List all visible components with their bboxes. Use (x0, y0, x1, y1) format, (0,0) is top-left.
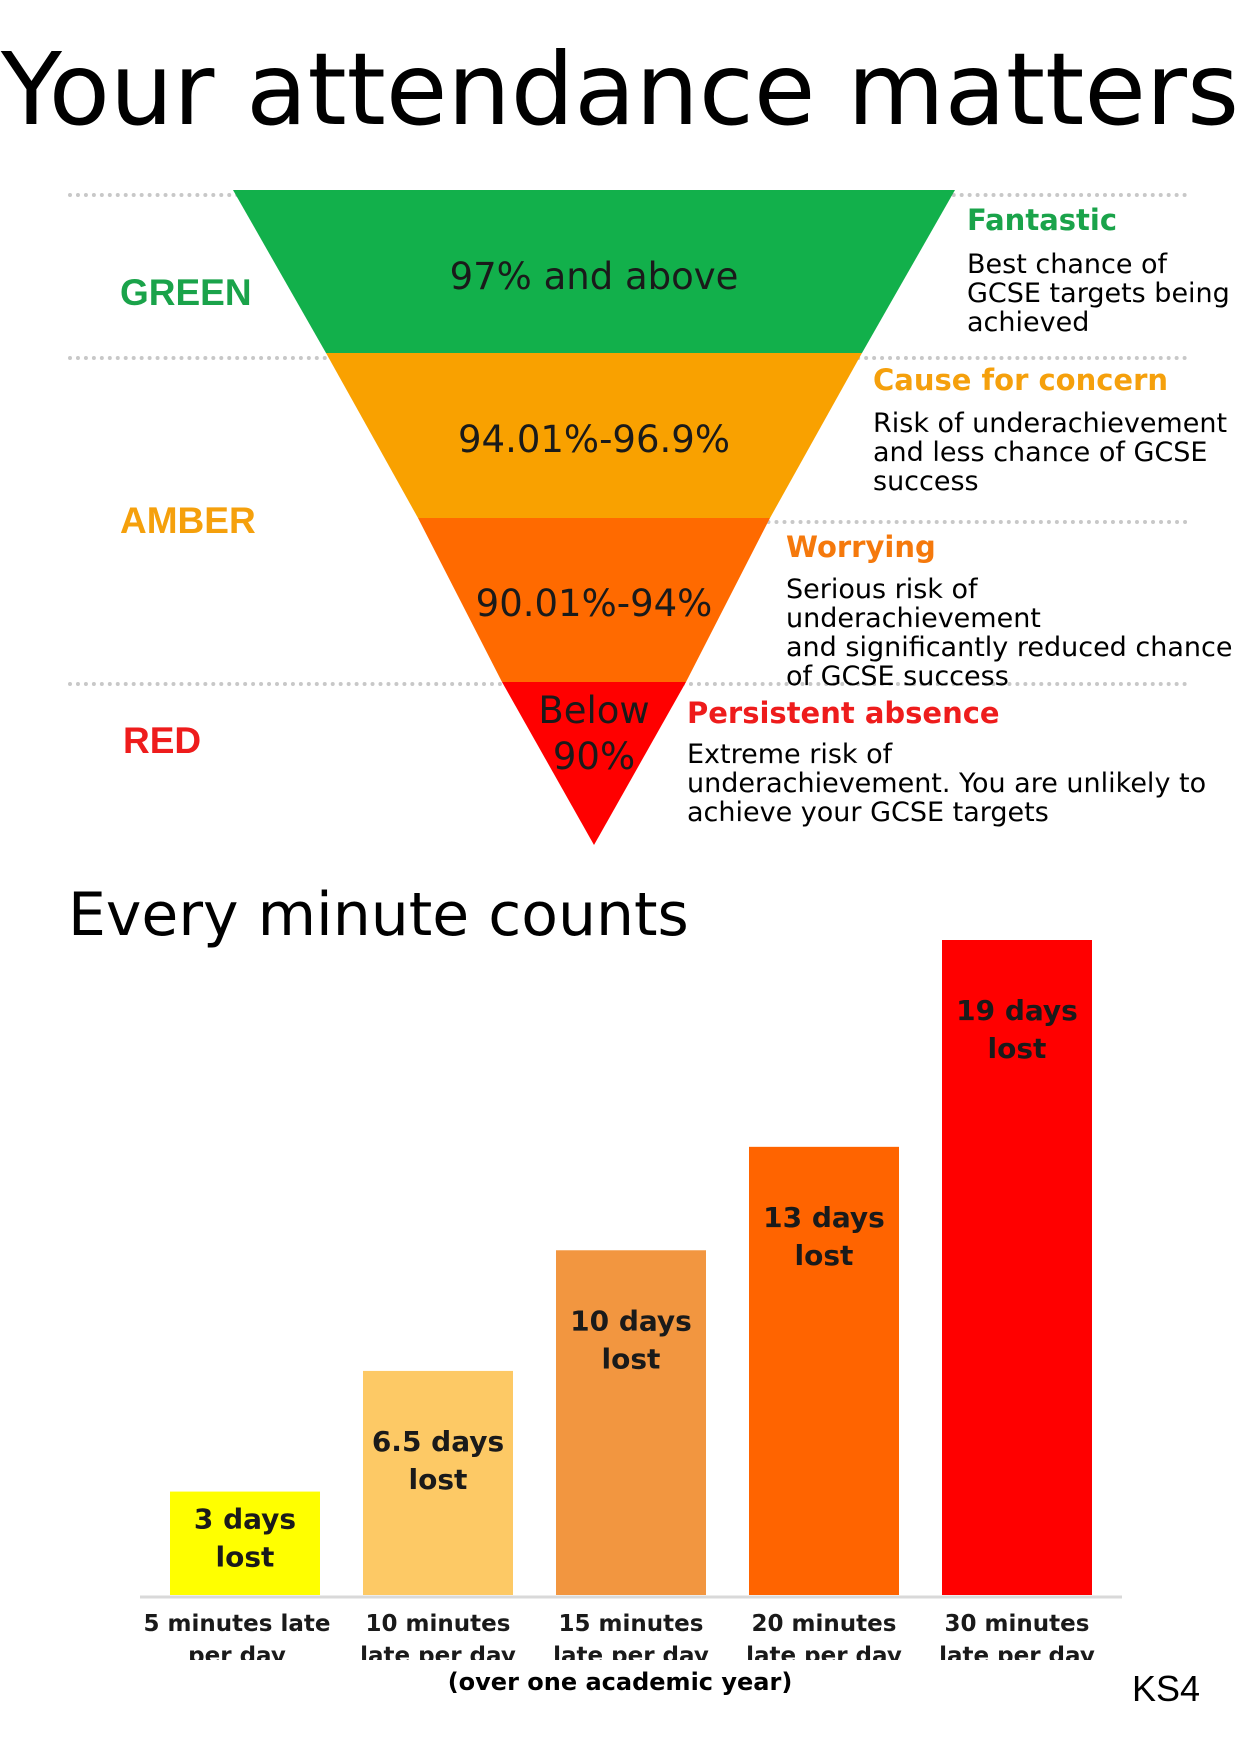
desc-line: GCSE targets being (967, 278, 1230, 309)
separator-amber-inner (430, 520, 1188, 524)
funnel-segment-amber (326, 353, 862, 518)
bar-value-label: 3 days (194, 1503, 296, 1536)
bar-value-label: lost (795, 1239, 854, 1272)
bar-2 (363, 1370, 513, 1595)
desc-line: success (873, 466, 979, 497)
bar-5 (942, 940, 1092, 1595)
funnel-segment-red (502, 682, 686, 845)
desc-line: and significantly reduced chance (786, 632, 1233, 663)
desc-line: Risk of underachievement (873, 408, 1228, 439)
desc-body-orange: Serious risk of underachievement and sig… (786, 575, 1240, 691)
x-tick-label: 20 minutes (752, 1611, 897, 1637)
range-label-amber: 94.01%-96.9% (458, 418, 730, 461)
desc-line: underachievement. You are unlikely to (687, 768, 1207, 799)
x-tick-label: late per day (360, 1643, 516, 1660)
bar-value-label: 13 days (763, 1201, 885, 1234)
desc-body-red: Extreme risk of underachievement. You ar… (687, 740, 1206, 827)
desc-head-amber: Cause for concern (873, 363, 1169, 397)
bar-value-label: 10 days (570, 1304, 692, 1337)
desc-line: achieved (967, 307, 1090, 338)
bar-1 (170, 1491, 320, 1595)
bar-value-label: 19 days (956, 994, 1078, 1027)
band-label-amber: AMBER (120, 500, 256, 541)
page-title: Your attendance matters (0, 31, 1240, 148)
x-tick-label: late per day (553, 1643, 709, 1660)
key-stage-tag: KS4 (1131, 1668, 1200, 1709)
desc-line: and less chance of GCSE (873, 437, 1208, 468)
funnel-segment-green (233, 190, 955, 353)
range-label-red: Below 90% (494, 688, 694, 780)
bar-4 (749, 1146, 899, 1595)
x-tick-label: 15 minutes (559, 1611, 704, 1637)
attendance-funnel (233, 190, 955, 845)
funnel-segment-orange (418, 518, 770, 682)
desc-line: achieve your GCSE targets (687, 797, 1049, 828)
desc-body-green: Best chance of GCSE targets being achiev… (967, 250, 1230, 337)
x-tick-label: 5 minutes late (144, 1611, 331, 1637)
desc-head-green: Fantastic (967, 203, 1118, 237)
x-tick-label: 30 minutes (945, 1611, 1090, 1637)
range-label-red-line-2: 90% (552, 735, 636, 778)
bar-value-label: 6.5 days (372, 1425, 504, 1458)
bar-value-label: lost (602, 1342, 661, 1375)
desc-head-orange: Worrying (786, 530, 936, 564)
bar-value-label: lost (216, 1541, 275, 1574)
range-label-green: 97% and above (449, 255, 739, 298)
chart-subtitle: Every minute counts (68, 880, 689, 950)
x-tick-label: late per day (746, 1643, 902, 1660)
chart-xlabel: (over one academic year) (447, 1668, 793, 1696)
x-tick-label: per day (188, 1643, 286, 1660)
desc-body-amber: Risk of underachievement and less chance… (873, 409, 1227, 496)
desc-line: Serious risk of underachievement (786, 574, 1041, 634)
bar-chart: 3 days lost 5 minutes late per day 6.5 days l… (140, 940, 1122, 1660)
desc-line: Best chance of (967, 249, 1168, 280)
bar-value-label: lost (409, 1463, 468, 1496)
band-label-green: GREEN (120, 272, 252, 313)
bar-3 (556, 1250, 706, 1595)
desc-head-red: Persistent absence (687, 696, 1000, 730)
desc-line: of GCSE success (786, 661, 1009, 692)
band-label-red: RED (123, 720, 202, 761)
x-tick-label: late per day (939, 1643, 1095, 1660)
bar-value-label: lost (988, 1032, 1047, 1065)
range-label-red-line-1: Below (538, 689, 650, 732)
range-label-orange: 90.01%-94% (475, 582, 713, 625)
desc-line: Extreme risk of (687, 739, 893, 770)
x-tick-label: 10 minutes (366, 1611, 511, 1637)
